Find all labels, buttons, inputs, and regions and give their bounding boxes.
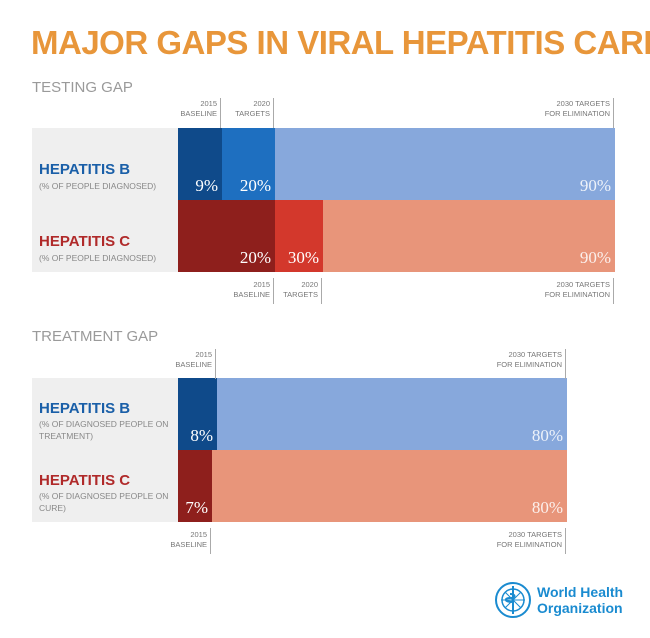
marker-label-line2: BASELINE (175, 360, 212, 369)
bar-segment (178, 200, 275, 272)
value-label: 8% (190, 426, 213, 445)
marker-label-line2: FOR ELIMINATION (496, 540, 562, 549)
bar-segment (178, 450, 212, 522)
value-label: 80% (531, 426, 563, 445)
who-emblem-icon (495, 582, 531, 618)
value-label: 20% (239, 248, 271, 267)
row-name: HEPATITIS C (39, 233, 131, 250)
bar-segment (217, 378, 567, 450)
marker-label-line2: FOR ELIMINATION (544, 290, 610, 299)
marker-label-line2: BASELINE (180, 109, 217, 118)
marker-label-line1: 2030 TARGETS (508, 530, 563, 539)
marker-label-line1: 2030 TARGETS (556, 280, 611, 289)
marker-label: 2020 TARGETS (235, 99, 270, 119)
marker-line (220, 98, 221, 128)
row-subtitle: (% OF PEOPLE DIAGNOSED) (39, 181, 157, 191)
marker-label: 2015 BASELINE (180, 99, 217, 119)
value-label: 20% (239, 176, 271, 195)
marker-label-line2: TARGETS (235, 109, 270, 118)
row-label-box: HEPATITIS B (% OF PEOPLE DIAGNOSED) (32, 128, 178, 200)
page-title: MAJOR GAPS IN VIRAL HEPATITIS CARE (31, 24, 650, 61)
row-label-box: HEPATITIS B (% OF DIAGNOSED PEOPLE ON TRE… (32, 378, 178, 450)
marker-label-line2: TARGETS (283, 290, 318, 299)
bar-segment (222, 128, 275, 200)
bar-segment (275, 200, 323, 272)
marker-line (273, 278, 274, 304)
section-title: TREATMENT GAP (32, 328, 159, 345)
marker-label: 2030 TARGETS FOR ELIMINATION (545, 280, 610, 300)
marker-line (215, 349, 216, 379)
marker-label-line1: 2015 (253, 280, 270, 289)
marker-label: 2020 TARGETS (283, 280, 318, 300)
bar-segment (323, 200, 615, 272)
row-subtitle: (% OF DIAGNOSED PEOPLE ON TREATMENT) (39, 419, 169, 441)
row-subtitle: (% OF PEOPLE DIAGNOSED) (39, 253, 157, 263)
marker-label-line1: 2015 (195, 350, 212, 359)
marker-label: 2030 TARGETS FOR ELIMINATION (545, 99, 610, 119)
marker-line (273, 98, 274, 128)
marker-line (613, 98, 614, 128)
marker-label-line1: 2015 (200, 99, 217, 108)
row-label-box: HEPATITIS C (% OF PEOPLE DIAGNOSED) (32, 200, 178, 272)
marker-line (565, 349, 566, 379)
value-label: 30% (287, 248, 319, 267)
who-logo: World Health Organization (493, 580, 623, 620)
row-name: HEPATITIS C (39, 472, 131, 489)
marker-label-line2: BASELINE (233, 290, 270, 299)
marker-line (321, 278, 322, 304)
row-label-box: HEPATITIS C (% OF DIAGNOSED PEOPLE ON CUR… (32, 450, 178, 522)
logo-line-2: Organization (537, 600, 623, 616)
marker-label: 2015 BASELINE (170, 530, 207, 550)
marker-label-line1: 2030 TARGETS (556, 99, 611, 108)
value-label: 90% (579, 176, 611, 195)
marker-label: 2030 TARGETS FOR ELIMINATION (497, 530, 562, 550)
marker-line (210, 528, 211, 554)
marker-label-line2: BASELINE (170, 540, 207, 549)
row-subtitle: (% OF DIAGNOSED PEOPLE ON CURE) (39, 491, 169, 513)
value-label: 9% (195, 176, 218, 195)
value-label: 90% (579, 248, 611, 267)
bar-segment (178, 378, 217, 450)
marker-label: 2015 BASELINE (233, 280, 270, 300)
marker-label-line1: 2015 (190, 530, 207, 539)
marker-label-line2: FOR ELIMINATION (496, 360, 562, 369)
marker-label-line1: 2030 TARGETS (508, 350, 563, 359)
marker-label-line1: 2020 (253, 99, 270, 108)
row-name: HEPATITIS B (39, 400, 131, 417)
value-label: 80% (531, 498, 563, 517)
marker-label: 2015 BASELINE (175, 350, 212, 370)
bar-segment (178, 128, 222, 200)
marker-label: 2030 TARGETS FOR ELIMINATION (497, 350, 562, 370)
logo-line-1: World Health (537, 584, 624, 600)
marker-line (565, 528, 566, 554)
row-name: HEPATITIS B (39, 161, 131, 178)
section-title: TESTING GAP (32, 79, 133, 96)
value-label: 7% (185, 498, 208, 517)
marker-label-line2: FOR ELIMINATION (544, 109, 610, 118)
bar-segment (212, 450, 567, 522)
marker-line (613, 278, 614, 304)
bar-segment (275, 128, 615, 200)
marker-label-line1: 2020 (301, 280, 318, 289)
